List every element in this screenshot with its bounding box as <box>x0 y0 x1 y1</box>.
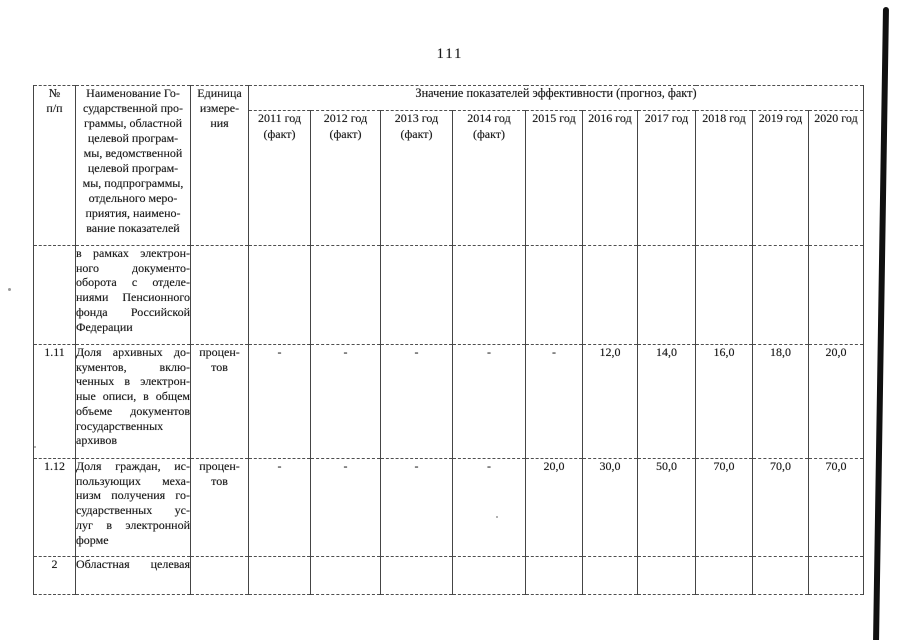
cell-value-2016: 30,0 <box>582 458 638 557</box>
header-year-2016: 2016 год <box>582 110 638 246</box>
scan-speck <box>8 288 11 291</box>
header-row-top: № п/п Наименование Го-сударственной про-г… <box>33 85 864 246</box>
scan-speck <box>34 446 36 448</box>
header-col-program-name: Наименование Го-сударственной про-граммы… <box>75 85 191 246</box>
header-year-2019: 2019 год <box>752 110 809 246</box>
cell-value-2013 <box>380 245 453 345</box>
cell-value-2015: - <box>525 344 583 459</box>
cell-value-2011 <box>248 556 311 595</box>
header-year-2013: 2013 год (факт) <box>380 110 453 246</box>
cell-indicator-name: Областная целевая <box>75 556 191 595</box>
cell-value-2020 <box>808 556 864 595</box>
cell-row-number: 1.12 <box>33 458 76 557</box>
cell-value-2011: - <box>248 458 311 557</box>
cell-value-2020: 70,0 <box>808 458 864 557</box>
cell-indicator-name: Доля архивных до-кументов, вклю-ченных в… <box>75 344 191 459</box>
cell-value-2012: - <box>310 458 381 557</box>
table-row-1-12: 1.12 Доля граждан, ис-пользующих меха-ни… <box>33 458 864 557</box>
header-row-years: 2011 год (факт) 2012 год (факт) 2013 год (ф… <box>34 110 864 246</box>
cell-value-2013 <box>380 556 453 595</box>
header-year-2015: 2015 год <box>525 110 583 246</box>
cell-indicator-name: в рамках электрон-ного документо-оборота… <box>75 245 191 345</box>
cell-value-2019 <box>752 245 809 345</box>
header-year-2011: 2011 год (факт) <box>248 110 311 246</box>
cell-unit <box>190 245 249 345</box>
cell-value-2019: 18,0 <box>752 344 809 459</box>
cell-value-2017 <box>637 245 696 345</box>
scan-speck <box>496 516 498 518</box>
cell-value-2016: 12,0 <box>582 344 638 459</box>
cell-row-number: 2 <box>33 556 76 595</box>
cell-value-2018: 70,0 <box>695 458 753 557</box>
cell-value-2017 <box>637 556 696 595</box>
header-year-2012: 2012 год (факт) <box>310 110 381 246</box>
cell-value-2018 <box>695 556 753 595</box>
cell-value-2019 <box>752 556 809 595</box>
table-row-2: 2 Областная целевая <box>33 556 864 595</box>
header-year-2020: 2020 год <box>808 110 864 246</box>
cell-value-2012 <box>310 556 381 595</box>
cell-value-2019: 70,0 <box>752 458 809 557</box>
cell-indicator-name: Доля граждан, ис-пользующих меха-низм по… <box>75 458 191 557</box>
header-col-row-number: № п/п <box>33 85 76 246</box>
cell-value-2020: 20,0 <box>808 344 864 459</box>
header-group-effectiveness-values: Значение показателей эффективности (прог… <box>248 85 864 111</box>
cell-row-number <box>33 245 76 345</box>
cell-value-2012: - <box>310 344 381 459</box>
header-col-unit: Единица измере-ния <box>190 85 249 246</box>
cell-value-2011 <box>248 245 311 345</box>
cell-value-2012 <box>310 245 381 345</box>
page-number: 111 <box>436 46 464 62</box>
cell-unit: процен-тов <box>190 344 249 459</box>
cell-value-2018: 16,0 <box>695 344 753 459</box>
table-row-continuation: в рамках электрон-ного документо-оборота… <box>33 245 864 345</box>
scan-edge-artifact <box>872 6 889 640</box>
cell-value-2015 <box>525 556 583 595</box>
cell-value-2013: - <box>380 458 453 557</box>
cell-unit: процен-тов <box>190 458 249 557</box>
header-year-2014: 2014 год (факт) <box>452 110 526 246</box>
table-row-1-11: 1.11 Доля архивных до-кументов, вклю-чен… <box>33 344 864 459</box>
cell-value-2015 <box>525 245 583 345</box>
cell-value-2016 <box>582 556 638 595</box>
cell-value-2018 <box>695 245 753 345</box>
cell-value-2011: - <box>248 344 311 459</box>
cell-unit <box>190 556 249 595</box>
cell-value-2014 <box>452 556 526 595</box>
header-year-2018: 2018 год <box>695 110 753 246</box>
cell-row-number: 1.11 <box>33 344 76 459</box>
cell-value-2013: - <box>380 344 453 459</box>
cell-value-2016 <box>582 245 638 345</box>
cell-value-2017: 14,0 <box>637 344 696 459</box>
cell-value-2020 <box>808 245 864 345</box>
header-year-2017: 2017 год <box>637 110 696 246</box>
cell-value-2015: 20,0 <box>525 458 583 557</box>
cell-value-2014: - <box>452 458 526 557</box>
cell-value-2014: - <box>452 344 526 459</box>
cell-value-2014 <box>452 245 526 345</box>
indicators-table: № п/п Наименование Го-сударственной про-г… <box>33 85 864 595</box>
cell-value-2017: 50,0 <box>637 458 696 557</box>
